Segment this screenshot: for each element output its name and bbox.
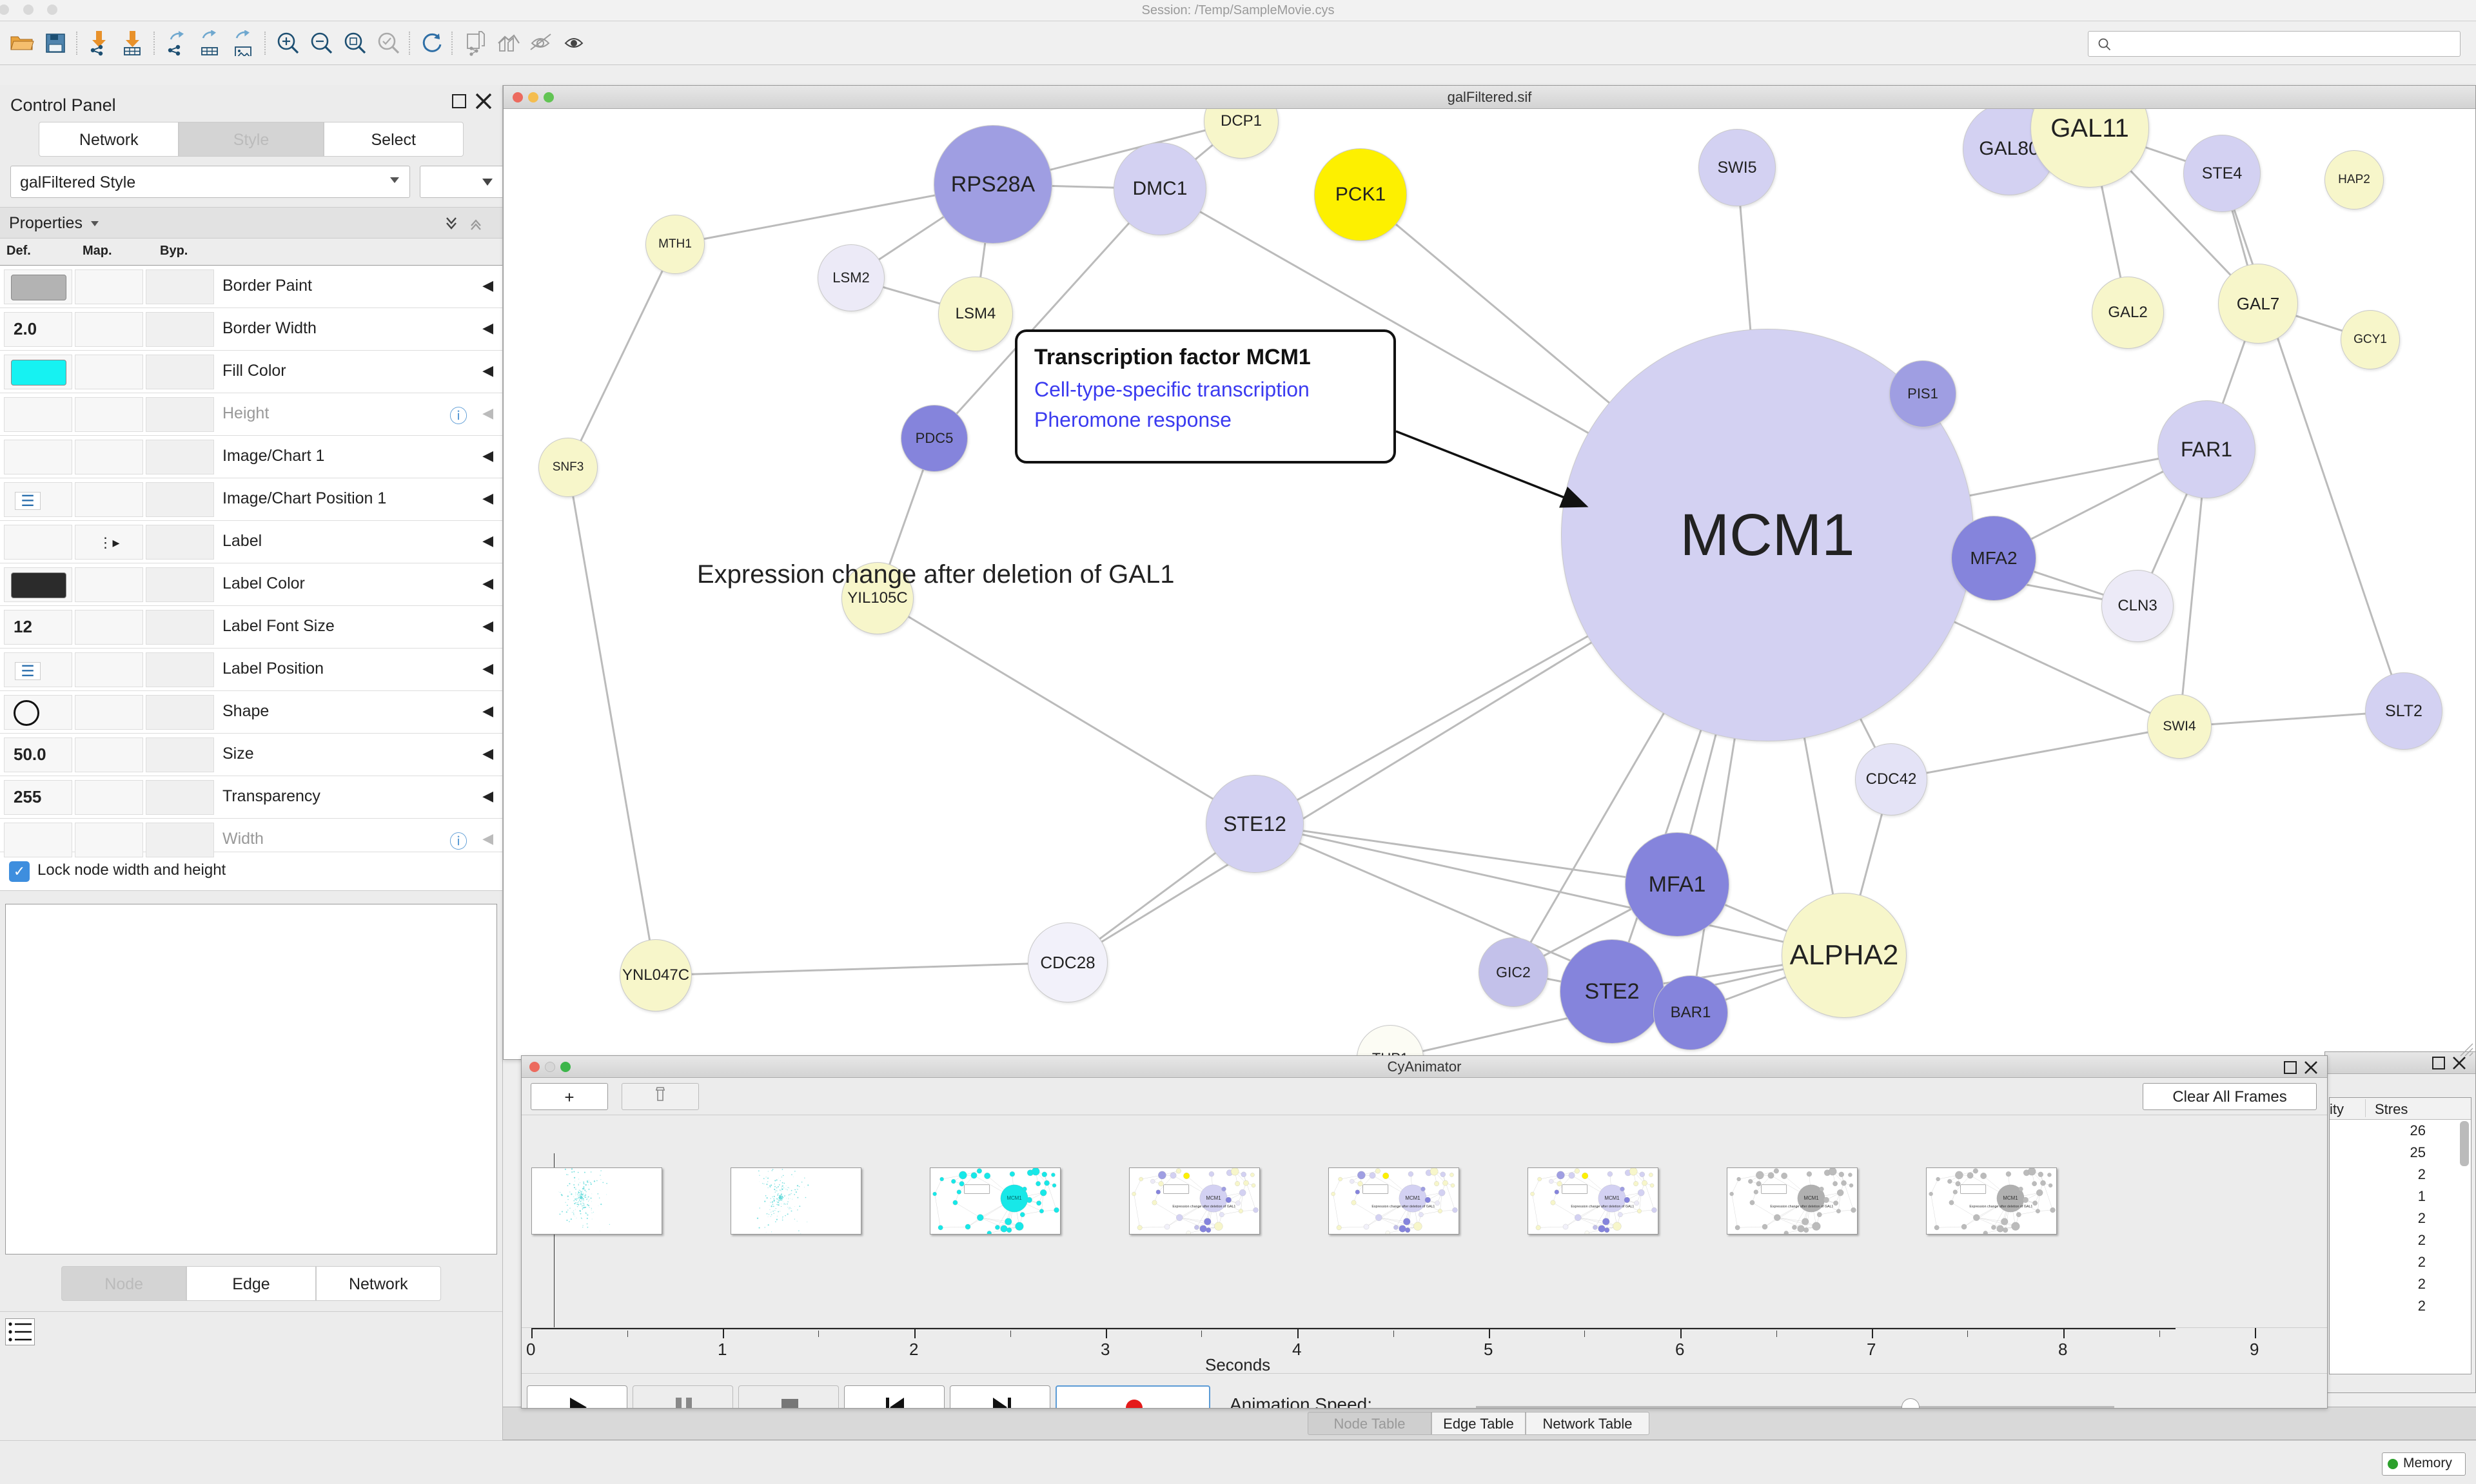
svg-text:MCM1: MCM1 xyxy=(1405,1195,1420,1201)
svg-text:Expression change after deleti: Expression change after deletion of GAL1 xyxy=(1371,1205,1435,1209)
svg-text:Expression change after deleti: Expression change after deletion of GAL1 xyxy=(1770,1205,1833,1209)
svg-text:Expression change after deleti: Expression change after deletion of GAL1 xyxy=(1969,1205,2032,1209)
svg-text:MCM1: MCM1 xyxy=(1803,1195,1819,1201)
svg-text:MCM1: MCM1 xyxy=(1206,1195,1221,1201)
svg-text:Expression change after deleti: Expression change after deletion of GAL1 xyxy=(1172,1205,1235,1209)
svg-text:MCM1: MCM1 xyxy=(1007,1195,1022,1201)
svg-text:MCM1: MCM1 xyxy=(2003,1195,2018,1201)
svg-text:Expression change after deleti: Expression change after deletion of GAL1 xyxy=(1571,1205,1634,1209)
svg-text:MCM1: MCM1 xyxy=(1604,1195,1620,1201)
